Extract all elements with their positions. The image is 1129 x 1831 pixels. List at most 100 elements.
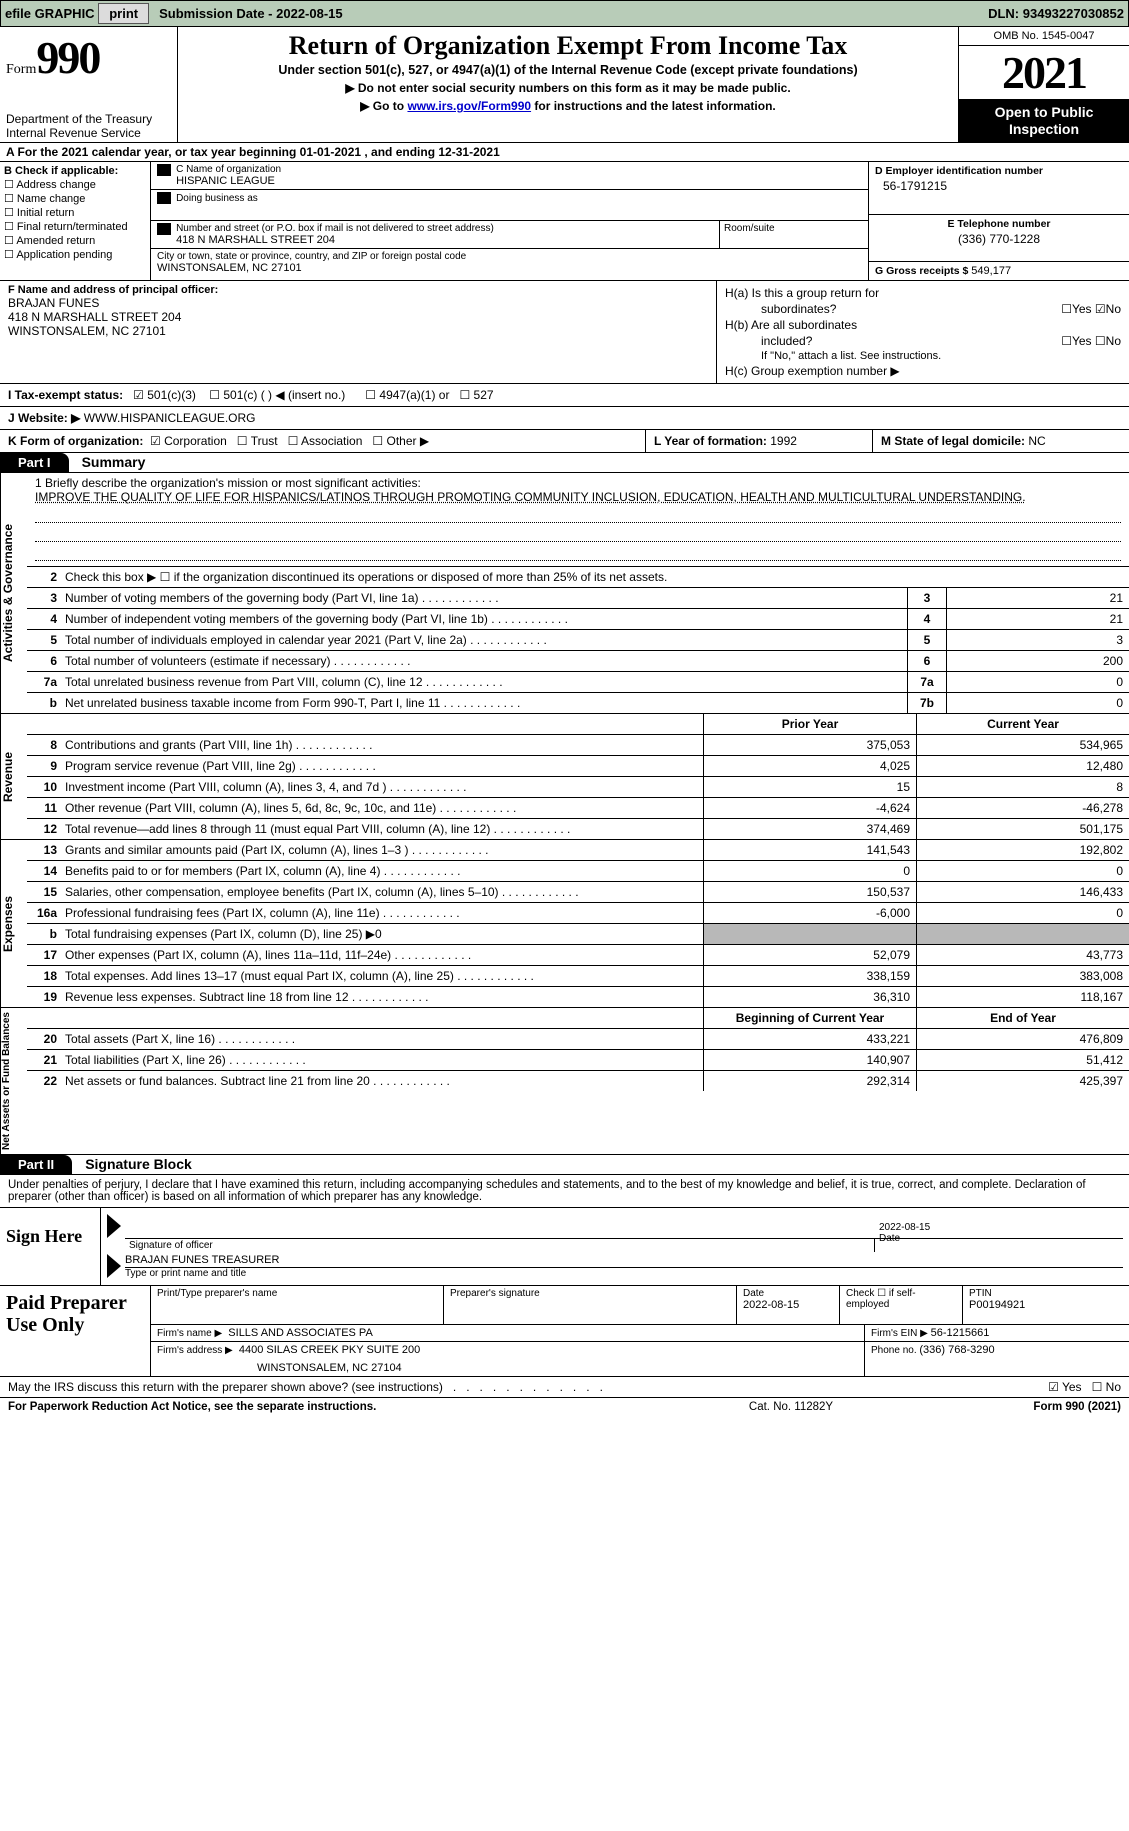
addr-row: Number and street (or P.O. box if mail i… (151, 221, 868, 249)
cb-addr: ☐ Address change (4, 178, 146, 191)
note2-post: for instructions and the latest informat… (531, 99, 776, 113)
summary-na: Net Assets or Fund Balances Beginning of… (0, 1008, 1129, 1155)
line-prior: 4,025 (703, 756, 916, 776)
dark-box-icon-2 (157, 192, 171, 204)
part2-title: Signature Block (75, 1156, 192, 1172)
line-prior: -4,624 (703, 798, 916, 818)
form-note2: ▶ Go to www.irs.gov/Form990 for instruct… (186, 99, 950, 113)
declare: Under penalties of perjury, I declare th… (0, 1175, 1129, 1208)
line-num: 6 (27, 651, 63, 671)
row-j: J Website: ▶ WWW.HISPANICLEAGUE.ORG (0, 407, 1129, 430)
vtab-rev: Revenue (0, 714, 27, 839)
line-num: 17 (27, 945, 63, 965)
tel-label: E Telephone number (875, 218, 1123, 230)
line-prior: 0 (703, 861, 916, 881)
line-curr: 51,412 (916, 1050, 1129, 1070)
sig-date-label-text: Date (879, 1233, 900, 1244)
line-val: 200 (946, 651, 1129, 671)
line-prior: 150,537 (703, 882, 916, 902)
note2-pre: ▶ Go to (360, 99, 407, 113)
tel-row: E Telephone number (336) 770-1228 (869, 215, 1129, 262)
ein-row: D Employer identification number 56-1791… (869, 162, 1129, 215)
prep-chk-cell: Check ☐ if self-employed (840, 1286, 963, 1324)
prep-content: Print/Type preparer's name Preparer's si… (150, 1286, 1129, 1376)
subdate-label: Submission Date - (159, 6, 276, 21)
line-curr: 534,965 (916, 735, 1129, 755)
section-fh: F Name and address of principal officer:… (0, 281, 1129, 384)
exp-line: 14 Benefits paid to or for members (Part… (27, 861, 1129, 882)
line-desc: Other revenue (Part VIII, column (A), li… (63, 798, 703, 818)
line-curr: 0 (916, 861, 1129, 881)
city-label: City or town, state or province, country… (157, 251, 862, 262)
sig-date-label: 2022-08-15 Date (874, 1239, 1123, 1252)
prep-phone-val: (336) 768-3290 (919, 1344, 994, 1356)
line-num: 3 (27, 588, 63, 608)
col-c: C Name of organization HISPANIC LEAGUE D… (151, 162, 869, 280)
part1-title: Summary (72, 454, 146, 470)
room-suite: Room/suite (719, 221, 868, 248)
exp-line: 13 Grants and similar amounts paid (Part… (27, 840, 1129, 861)
row-i: I Tax-exempt status: ☑ 501(c)(3) ☐ 501(c… (0, 384, 1129, 407)
line-desc: Other expenses (Part IX, column (A), lin… (63, 945, 703, 965)
line-val: 0 (946, 693, 1129, 713)
i-501c3: 501(c)(3) (147, 388, 196, 402)
prep-addr1: 4400 SILAS CREEK PKY SUITE 200 (239, 1344, 420, 1356)
sign-label: Sign Here (0, 1208, 101, 1285)
footer-cat: Cat. No. 11282Y (681, 1401, 901, 1413)
addr-val: 418 N MARSHALL STREET 204 (176, 234, 494, 246)
uline3 (35, 544, 1121, 561)
i-label: I Tax-exempt status: (8, 388, 123, 402)
na-header: Beginning of Current Year End of Year (27, 1008, 1129, 1029)
part2-num: Part II (0, 1155, 72, 1174)
lines-na: 20 Total assets (Part X, line 16) 433,22… (27, 1029, 1129, 1091)
k-corp: Corporation (164, 434, 227, 448)
form-note1: ▶ Do not enter social security numbers o… (186, 81, 950, 95)
form-title: Return of Organization Exempt From Incom… (186, 31, 950, 61)
yes2: Yes (1072, 334, 1092, 348)
line-boxnum: 7a (907, 672, 946, 692)
eoy-head: End of Year (916, 1008, 1129, 1028)
org-name: HISPANIC LEAGUE (176, 175, 281, 187)
sig-name: BRAJAN FUNES TREASURER (125, 1254, 1123, 1268)
line-num: 2 (27, 567, 63, 587)
exp-line: b Total fundraising expenses (Part IX, c… (27, 924, 1129, 945)
form-number: Form990 (6, 31, 171, 84)
print-button[interactable]: print (98, 3, 149, 24)
prep-block: Paid Preparer Use Only Print/Type prepar… (0, 1286, 1129, 1377)
line-desc: Total fundraising expenses (Part IX, col… (63, 924, 703, 944)
header-left: Form990 Department of the Treasury Inter… (0, 27, 178, 142)
ag-line: 2 Check this box ▶ ☐ if the organization… (27, 567, 1129, 588)
line-num: 19 (27, 987, 63, 1007)
sig-date-val: 2022-08-15 (879, 1222, 1119, 1233)
hb-sub: included? (725, 334, 1061, 348)
ag-line: 6 Total number of volunteers (estimate i… (27, 651, 1129, 672)
line-desc: Total assets (Part X, line 16) (63, 1029, 703, 1049)
line-desc: Salaries, other compensation, employee b… (63, 882, 703, 902)
discuss-yn: ☑ Yes ☐ No (1048, 1380, 1121, 1394)
open1: Open to Public (961, 104, 1127, 121)
f-addr2: WINSTONSALEM, NC 27101 (8, 324, 708, 338)
line-num: 9 (27, 756, 63, 776)
lines-exp: 13 Grants and similar amounts paid (Part… (27, 840, 1129, 1007)
irs-link[interactable]: www.irs.gov/Form990 (407, 99, 531, 113)
f-name: BRAJAN FUNES (8, 296, 708, 310)
line-curr: -46,278 (916, 798, 1129, 818)
row-klm: K Form of organization: ☑ Corporation ☐ … (0, 430, 1129, 453)
prep-ein-label: Firm's EIN ▶ (871, 1328, 931, 1339)
prep-label: Paid Preparer Use Only (0, 1286, 150, 1376)
ha-row: H(a) Is this a group return for (725, 286, 1121, 300)
dba-label: Doing business as (176, 193, 258, 204)
na-line: 20 Total assets (Part X, line 16) 433,22… (27, 1029, 1129, 1050)
rev-hdesc (63, 714, 703, 734)
line-desc: Total expenses. Add lines 13–17 (must eq… (63, 966, 703, 986)
ag-line: 7a Total unrelated business revenue from… (27, 672, 1129, 693)
line-desc: Total number of volunteers (estimate if … (63, 651, 907, 671)
prep-firm-val: SILLS AND ASSOCIATES PA (228, 1327, 372, 1339)
line-desc: Revenue less expenses. Subtract line 18 … (63, 987, 703, 1007)
line-curr: 12,480 (916, 756, 1129, 776)
prep-firm-label: Firm's name ▶ (157, 1328, 222, 1339)
sign-block: Sign Here Signature of officer 2022-08-1… (0, 1208, 1129, 1286)
line-val: 21 (946, 609, 1129, 629)
line-desc: Grants and similar amounts paid (Part IX… (63, 840, 703, 860)
line-desc: Total liabilities (Part X, line 26) (63, 1050, 703, 1070)
